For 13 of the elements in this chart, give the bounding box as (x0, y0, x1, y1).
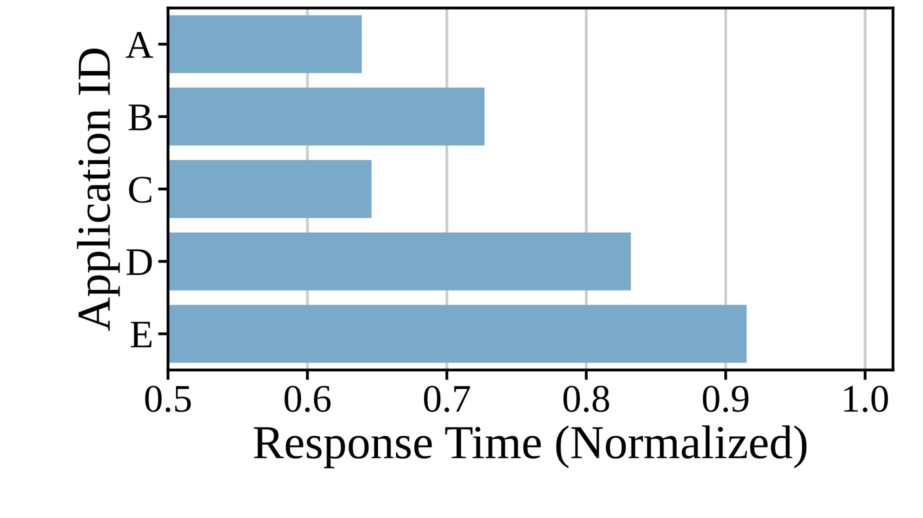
x-tick-label: 0.9 (702, 386, 748, 412)
x-tick-label: 0.5 (145, 386, 191, 412)
y-tick-label: A (126, 32, 154, 58)
x-axis-title: Response Time (Normalized) (254, 425, 806, 468)
y-tick-label: B (128, 104, 152, 130)
y-tick-label: D (126, 249, 152, 275)
y-tick-label: C (129, 176, 152, 203)
x-tick-label: 1.0 (844, 386, 888, 412)
x-tick-label: 0.8 (563, 386, 610, 412)
x-tick-label: 0.6 (284, 386, 331, 412)
x-tick-label: 0.7 (424, 386, 470, 412)
y-tick-label: E (130, 322, 152, 348)
y-axis-title: Application ID (76, 48, 120, 331)
